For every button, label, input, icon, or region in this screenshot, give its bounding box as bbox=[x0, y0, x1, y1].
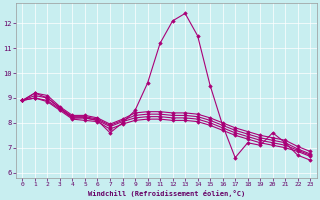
X-axis label: Windchill (Refroidissement éolien,°C): Windchill (Refroidissement éolien,°C) bbox=[88, 190, 245, 197]
